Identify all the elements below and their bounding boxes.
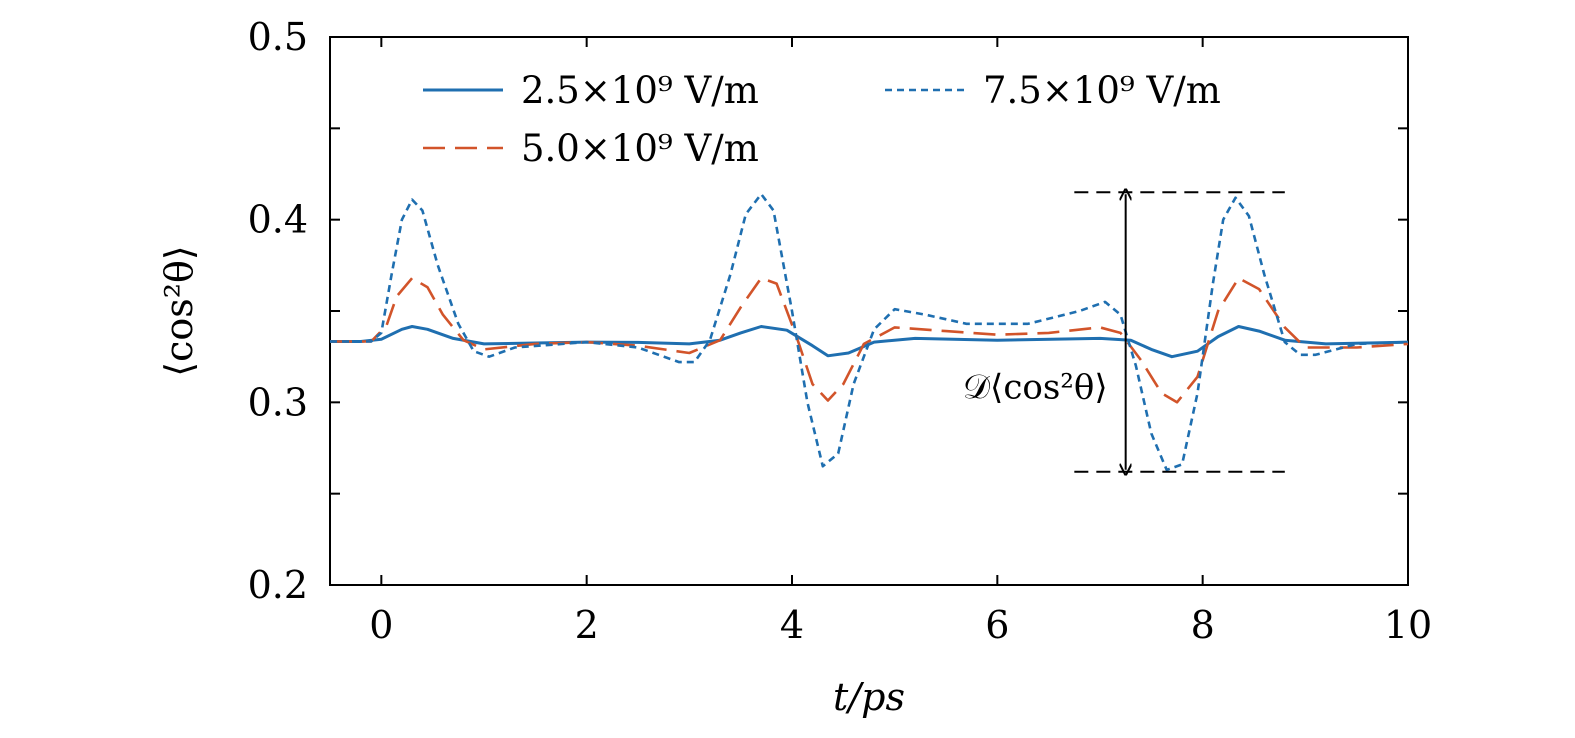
legend: 2.5×10⁹ V/m 5.0×10⁹ V/m 7.5×10⁹ V/m [423,69,1221,170]
annotation-layer: 𝒟⟨cos²θ⟩ [963,192,1285,471]
axis-ticks: 0 2 4 6 8 10 0.2 0.3 0.4 0.5 [248,15,1433,647]
x-tick-label: 8 [1191,603,1215,647]
y-tick-label: 0.4 [248,198,308,242]
x-tick-label: 10 [1384,603,1432,647]
annotation-label: 𝒟⟨cos²θ⟩ [963,367,1108,407]
series-layer [330,192,1409,472]
y-tick-label: 0.5 [248,15,308,59]
series-line-3 [330,192,1409,472]
plot-frame [329,36,1409,586]
legend-label-3: 7.5×10⁹ V/m [983,69,1221,112]
legend-label-2: 5.0×10⁹ V/m [521,127,759,170]
series-line-2 [330,276,1409,404]
x-axis-label: t/ps [833,675,905,719]
x-tick-label: 0 [369,603,393,647]
y-tick-label: 0.2 [248,563,308,607]
x-tick-label: 2 [575,603,599,647]
x-tick-label: 4 [780,603,804,647]
y-tick-label: 0.3 [248,380,308,424]
plot-border [329,36,1409,586]
x-tick-label: 6 [985,603,1009,647]
y-axis-label: ⟨cos²θ⟩ [157,245,201,376]
series-line-1 [330,325,1409,359]
legend-label-1: 2.5×10⁹ V/m [521,69,759,112]
